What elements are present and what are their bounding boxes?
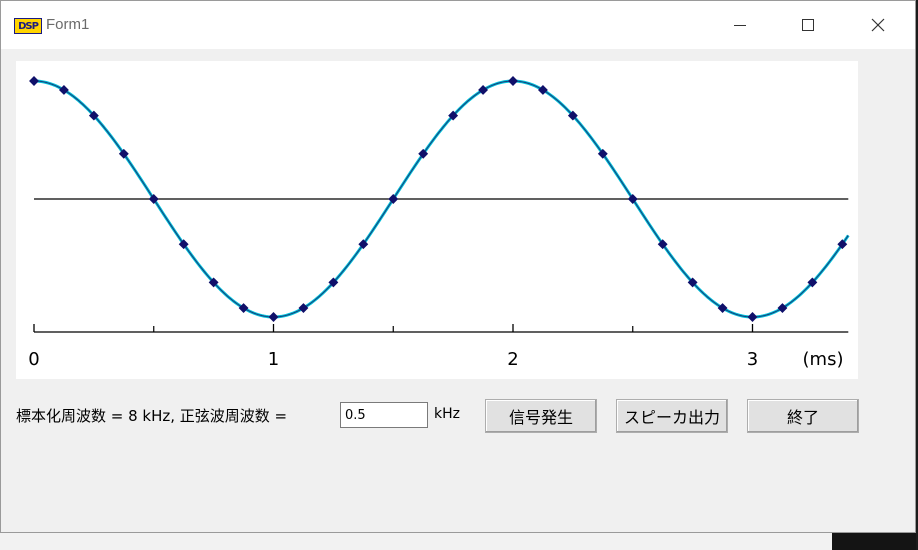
desktop-edge — [916, 0, 918, 550]
tick-label: 2 — [507, 349, 518, 370]
sample-point — [148, 194, 159, 204]
sample-point — [88, 110, 99, 121]
sample-point — [597, 148, 608, 159]
sample-point — [687, 277, 698, 288]
sample-point — [358, 239, 369, 250]
sample-point — [567, 110, 578, 121]
sample-point — [747, 312, 758, 322]
desktop-background — [0, 530, 918, 550]
desktop-background-dark — [832, 530, 918, 550]
sample-point — [29, 76, 39, 86]
maximize-icon — [802, 19, 814, 31]
sample-point — [238, 303, 249, 313]
close-button[interactable] — [855, 1, 901, 49]
sample-point — [118, 148, 129, 159]
title-bar[interactable]: DSP Form1 — [1, 1, 915, 49]
minimize-button[interactable] — [717, 1, 763, 49]
dsp-app-icon[interactable]: DSP — [14, 18, 42, 34]
maximize-button[interactable] — [785, 1, 831, 49]
window-title: Form1 — [46, 16, 90, 33]
sine-curve-outline — [33, 80, 849, 318]
sample-point — [777, 303, 788, 313]
sample-point — [717, 303, 728, 313]
sample-point — [537, 85, 548, 95]
waveform-chart: 0 1 2 3 (ms) — [28, 76, 850, 370]
tick-label: 0 — [28, 349, 39, 370]
minimize-icon — [734, 24, 746, 26]
sample-point — [388, 194, 399, 204]
sample-point — [837, 239, 848, 250]
sample-point — [298, 303, 309, 313]
frequency-unit-label: kHz — [434, 406, 460, 422]
sample-point — [178, 239, 189, 250]
speaker-output-button[interactable]: スピーカ出力 — [616, 399, 728, 433]
waveform-plot: 0 1 2 3 (ms) — [16, 61, 858, 379]
sample-point — [657, 239, 668, 250]
x-axis-unit-label: (ms) — [803, 349, 844, 370]
exit-button[interactable]: 終了 — [747, 399, 859, 433]
generate-signal-button[interactable]: 信号発生 — [485, 399, 597, 433]
sample-point — [627, 194, 638, 204]
app-window: DSP Form1 0 1 2 3 (ms) 標本化周波数 = 8 kHz, 正弦波周波… — [0, 0, 916, 533]
sample-point — [208, 277, 219, 288]
tick-label: 1 — [268, 349, 279, 370]
sample-point — [268, 312, 279, 322]
tick-label: 3 — [747, 349, 758, 370]
sample-point — [418, 148, 429, 159]
close-icon — [871, 18, 885, 32]
sample-point — [807, 277, 818, 288]
frequency-description-label: 標本化周波数 = 8 kHz, 正弦波周波数 = — [16, 407, 288, 425]
sine-frequency-input[interactable] — [340, 402, 428, 428]
sample-point — [508, 76, 518, 86]
